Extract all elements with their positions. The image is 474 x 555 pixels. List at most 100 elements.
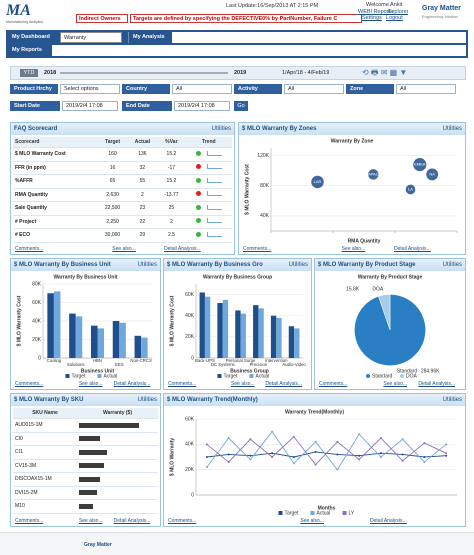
filter-label: Country bbox=[122, 84, 170, 94]
panel-link[interactable]: Detail Analysis... bbox=[370, 518, 407, 524]
x-axis-label: Business Unit bbox=[81, 368, 115, 374]
utilities[interactable]: Utilities bbox=[211, 126, 231, 132]
utilities[interactable]: Utilities bbox=[288, 262, 308, 268]
panel-link[interactable]: Detail Analysis... bbox=[164, 246, 201, 252]
y-tick-label: 60K bbox=[185, 292, 195, 298]
point bbox=[292, 462, 295, 465]
filter-select[interactable]: All bbox=[396, 84, 456, 94]
cell: # ECO bbox=[13, 228, 98, 243]
panel-link[interactable]: Detail Analysis... bbox=[265, 381, 302, 387]
nav-tab[interactable]: My Dashboard bbox=[12, 34, 50, 40]
panel-link[interactable]: See also... bbox=[341, 246, 366, 252]
cell: 22,500 bbox=[97, 201, 128, 216]
panel-link[interactable]: See also... bbox=[383, 381, 408, 387]
go-button[interactable]: Go bbox=[234, 101, 248, 111]
point bbox=[401, 453, 404, 456]
panel-link[interactable]: Comments... bbox=[15, 518, 44, 524]
point bbox=[314, 463, 317, 466]
row: AUD015-1M bbox=[13, 418, 158, 433]
panel-link[interactable]: Comments... bbox=[168, 381, 197, 387]
bar bbox=[270, 315, 277, 358]
panel-title: $ MLO Warranty By SKU bbox=[14, 397, 84, 403]
point bbox=[271, 452, 274, 455]
panel-link[interactable]: Detail Analysis... bbox=[113, 381, 151, 387]
chart-title: Warranty By Product Stage bbox=[358, 274, 423, 280]
bar bbox=[258, 308, 264, 358]
nav-tab[interactable]: My Reports bbox=[12, 47, 42, 53]
panel-link[interactable]: See also... bbox=[78, 518, 103, 524]
point bbox=[445, 454, 448, 457]
panel: $ MLO Warranty Trend(Monthly) Utilities Co… bbox=[163, 393, 466, 527]
footer-brand: Gray Matter bbox=[84, 542, 112, 548]
utilities[interactable]: Utilities bbox=[442, 397, 462, 403]
date-input[interactable]: 2019/2/4 17:08 bbox=[174, 101, 230, 111]
preset[interactable]: YTD bbox=[20, 69, 38, 77]
cell bbox=[77, 445, 158, 460]
panel-link[interactable]: Comments... bbox=[15, 381, 44, 387]
bar bbox=[199, 292, 205, 358]
link[interactable]: Settings bbox=[362, 15, 382, 21]
panel-link[interactable]: Detail Analysis... bbox=[418, 381, 456, 387]
point bbox=[292, 435, 295, 438]
nav-blank bbox=[52, 45, 466, 56]
welcome: Welcome Ankit bbox=[366, 2, 403, 8]
panel-link[interactable]: Comments... bbox=[319, 381, 348, 387]
bar bbox=[79, 503, 93, 509]
trend-cell bbox=[185, 215, 232, 229]
status-dot bbox=[195, 204, 201, 210]
link[interactable]: Logout bbox=[386, 15, 403, 21]
logo-sub: Manufacturing Analytics bbox=[6, 20, 43, 24]
toolbar-icons[interactable]: ⟲ 🖶 ✉ ▦ ▼ bbox=[362, 68, 408, 77]
row: # ECO 30,000 29 2.5 bbox=[13, 228, 232, 243]
bubble-label: LAR bbox=[314, 179, 322, 184]
date-input[interactable]: 2019/2/4 17:08 bbox=[62, 101, 118, 111]
bar bbox=[240, 313, 246, 358]
cell bbox=[77, 418, 158, 433]
trend-cell bbox=[185, 174, 232, 189]
x-axis-label: Months bbox=[318, 505, 336, 511]
panel-link[interactable]: Comments... bbox=[243, 246, 272, 252]
bubble-label: NA bbox=[429, 171, 435, 176]
legend-swatch bbox=[310, 511, 315, 515]
chart-title: Warranty By Zone bbox=[331, 138, 374, 144]
dropdown[interactable]: Warranty bbox=[60, 32, 122, 43]
bar bbox=[53, 291, 61, 358]
filter-select[interactable]: Select options bbox=[60, 84, 120, 94]
cell: 2,630 bbox=[97, 188, 128, 202]
panel-link[interactable]: See also... bbox=[300, 518, 324, 524]
row: $ MLO Warranty Cost 160 136 15.2 bbox=[13, 147, 232, 162]
point bbox=[379, 452, 382, 455]
column-header: SKU Name bbox=[13, 408, 77, 419]
panel: $ MLO Warranty By Business Gro Utilities C… bbox=[163, 258, 312, 390]
point bbox=[336, 440, 339, 443]
last-update: Last Update:16/Sep/2013 AT 2:15 PM bbox=[226, 3, 319, 9]
utilities[interactable]: Utilities bbox=[442, 262, 462, 268]
filter-select[interactable]: All bbox=[284, 84, 344, 94]
y-tick-label: 40K bbox=[185, 442, 195, 448]
link[interactable]: WEBI Reports bbox=[358, 9, 393, 15]
panel-link[interactable]: Comments... bbox=[168, 518, 197, 524]
slider[interactable] bbox=[60, 72, 228, 74]
link[interactable]: Explorer bbox=[388, 9, 409, 15]
panel-link[interactable]: See also... bbox=[78, 381, 103, 387]
bar bbox=[79, 463, 104, 469]
x-tick-label: Cooling bbox=[47, 358, 62, 363]
panel-link[interactable]: Comments... bbox=[15, 246, 44, 252]
panel-link[interactable]: See also... bbox=[112, 246, 136, 252]
panel-link[interactable]: Detail Analysis... bbox=[113, 518, 151, 524]
utilities[interactable]: Utilities bbox=[137, 397, 157, 403]
cell: 15.2 bbox=[157, 147, 186, 162]
nav-tab[interactable]: My Analysis bbox=[128, 32, 172, 43]
y-tick-label: 120K bbox=[257, 153, 269, 159]
cell: -13.77 bbox=[157, 188, 186, 202]
utilities[interactable]: Utilities bbox=[442, 126, 462, 132]
panel-link[interactable]: Detail Analysis... bbox=[394, 246, 431, 252]
utilities[interactable]: Utilities bbox=[137, 262, 157, 268]
point bbox=[423, 442, 426, 445]
bar bbox=[79, 490, 97, 496]
panel-link[interactable]: See also... bbox=[231, 381, 255, 387]
filter-select[interactable]: All bbox=[172, 84, 232, 94]
sparkline bbox=[206, 191, 222, 197]
bar bbox=[217, 303, 223, 358]
legend-label: LY bbox=[349, 510, 355, 516]
